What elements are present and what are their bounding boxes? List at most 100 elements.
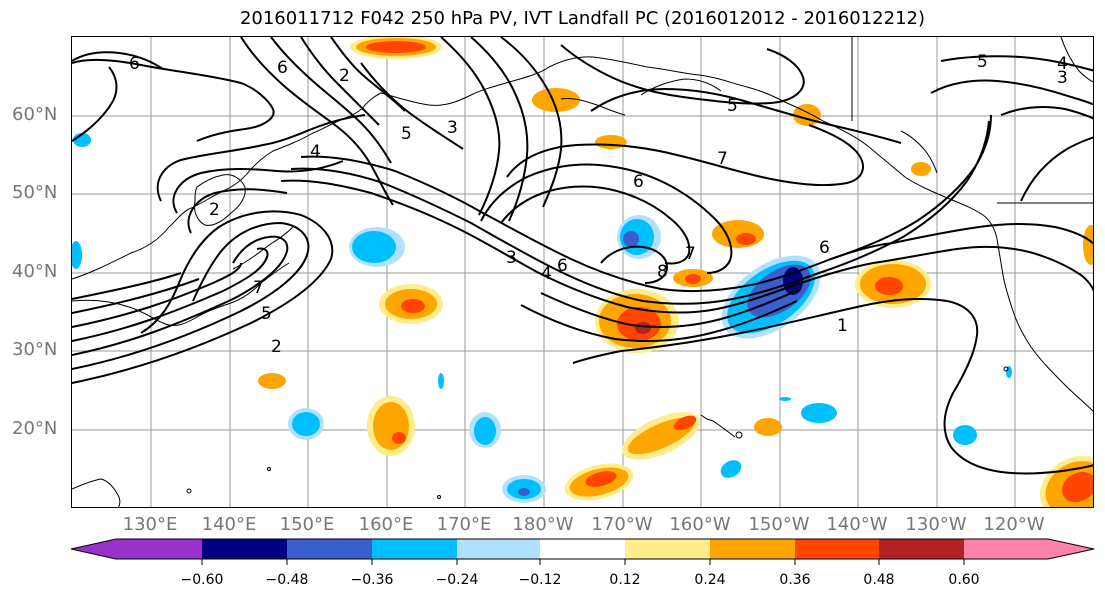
- colorbar-tick-label: −0.60: [180, 572, 224, 588]
- pv-positive-shade: [392, 432, 406, 444]
- pv-negative-shade: [474, 417, 496, 445]
- colorbar-bin: [625, 539, 710, 559]
- islands: [186, 366, 1009, 499]
- pv-negative-shade: [292, 412, 320, 436]
- colorbar-bin: [116, 539, 202, 559]
- lon-label-140e: 140°E: [201, 514, 257, 535]
- pv-positive-shade: [911, 162, 931, 176]
- colorbar-tick-label: −0.36: [350, 572, 394, 588]
- contour-label: 6: [277, 58, 288, 78]
- colorbar-bin: [540, 539, 625, 559]
- lon-label-160w: 160°W: [669, 514, 731, 535]
- lon-label-150e: 150°E: [279, 514, 335, 535]
- colorbar-bin: [372, 539, 457, 559]
- lon-label-180w: 180°W: [512, 514, 574, 535]
- pv-contours: [72, 37, 1093, 475]
- gridlines: [72, 37, 1093, 507]
- pv-positive-shade: [685, 274, 701, 284]
- contour-label: 5: [727, 96, 738, 116]
- colorbar-bin: [457, 539, 540, 559]
- contour-label: 4: [310, 142, 321, 162]
- colorbar-bin: [879, 539, 964, 559]
- pv-positive-shade: [532, 88, 580, 112]
- lon-label-150w: 150°W: [748, 514, 810, 535]
- contour-label: 5: [261, 304, 272, 324]
- contour-label: 4: [541, 264, 552, 284]
- lon-label-120w: 120°W: [983, 514, 1045, 535]
- lat-label-20n: 20°N: [12, 418, 58, 439]
- colorbar-bin: [964, 539, 1048, 559]
- pv-positive-shade: [1061, 471, 1093, 503]
- pv-negative-shade: [953, 425, 977, 445]
- lon-label-140w: 140°W: [826, 514, 888, 535]
- contour-label: 5: [401, 124, 412, 144]
- pv-positive-shade: [585, 471, 617, 487]
- contour-label: 3: [506, 248, 517, 268]
- contour-label: 5: [977, 52, 988, 72]
- lon-label-170e: 170°E: [436, 514, 492, 535]
- colorbar-tick-label: 0.60: [948, 572, 980, 588]
- coastlines: [72, 37, 1093, 507]
- lat-label-50n: 50°N: [12, 182, 58, 203]
- contour-label: 1: [837, 316, 848, 336]
- lon-label-130w: 130°W: [905, 514, 967, 535]
- pv-negative-shade: [801, 403, 837, 423]
- colorbar-bin: [287, 539, 372, 559]
- pv-negative-shade: [72, 241, 82, 269]
- pv-positive-shade: [366, 41, 426, 53]
- colorbar-tick-label: 0.48: [863, 572, 895, 588]
- colorbar-tick-label: −0.12: [518, 572, 562, 588]
- lat-label-60n: 60°N: [12, 104, 58, 125]
- lat-label-30n: 30°N: [12, 339, 58, 360]
- colorbar-outline: [70, 538, 1095, 560]
- lon-label-160e: 160°E: [358, 514, 414, 535]
- pv-positive-shade: [401, 299, 425, 313]
- colorbar-tick-label: −0.48: [265, 572, 309, 588]
- pv-negative-shade: [438, 373, 444, 389]
- contour-label: 7: [685, 244, 696, 264]
- pv-positive-shade: [373, 402, 409, 450]
- pv-negative-shade: [779, 397, 791, 401]
- colorbar-bin: [202, 539, 287, 559]
- pv-positive-shade: [595, 135, 627, 149]
- contour-label: 6: [819, 238, 830, 258]
- map-panel: 6 6 2 5 3 4 2 7 5 2 3 4 6 5 6 7 7 8 1 5 …: [71, 36, 1094, 508]
- contour-labels: 6 6 2 5 3 4 2 7 5 2 3 4 6 5 6 7 7 8 1 5 …: [129, 52, 1068, 357]
- contour-label: 7: [717, 149, 728, 169]
- contour-label: 3: [447, 118, 458, 138]
- pv-positive-shade: [875, 277, 903, 295]
- contour-label: 7: [253, 278, 264, 298]
- pv-negative-shade: [518, 488, 530, 496]
- pv-positive-shade: [673, 415, 697, 431]
- lon-label-170w: 170°W: [591, 514, 653, 535]
- contour-label: 3: [1057, 68, 1068, 88]
- colorbar-tick-label: 0.24: [694, 572, 726, 588]
- colorbar-extend-high: [1048, 539, 1094, 559]
- contour-label: 6: [557, 256, 568, 276]
- contour-label: 2: [209, 200, 220, 220]
- pv-negative-shade: [352, 231, 396, 263]
- contour-label: 2: [339, 66, 350, 86]
- contour-label: 2: [271, 337, 282, 357]
- pv-positive-shade: [258, 373, 286, 389]
- lat-label-40n: 40°N: [12, 261, 58, 282]
- contour-label: 6: [633, 172, 644, 192]
- pv-positive-shade: [1083, 225, 1093, 265]
- colorbar-tick-label: 0.36: [779, 572, 811, 588]
- colorbar-tick-label: 0.12: [609, 572, 641, 588]
- contour-label: 4: [1057, 54, 1068, 74]
- colorbar-bin: [710, 539, 795, 559]
- contour-label: 8: [657, 262, 668, 282]
- pv-negative-shade: [720, 460, 742, 478]
- map-title: 2016011712 F042 250 hPa PV, IVT Landfall…: [239, 8, 926, 29]
- lon-label-130e: 130°E: [122, 514, 178, 535]
- contour-label: 6: [129, 54, 140, 74]
- colorbar: [70, 538, 1095, 565]
- pv-positive-shade: [754, 418, 782, 436]
- pv-negative-shade: [623, 231, 639, 247]
- colorbar-bin: [795, 539, 879, 559]
- pv-positive-shade: [635, 322, 651, 334]
- colorbar-tick-label: −0.24: [435, 572, 479, 588]
- map-canvas: 6 6 2 5 3 4 2 7 5 2 3 4 6 5 6 7 7 8 1 5 …: [72, 37, 1093, 507]
- pv-positive-shade: [736, 233, 756, 245]
